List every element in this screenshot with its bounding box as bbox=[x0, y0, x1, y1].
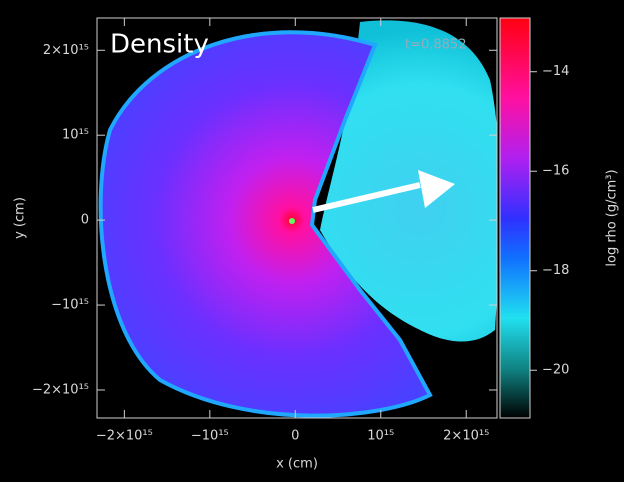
colorbar-tick-label: −16 bbox=[542, 164, 569, 179]
x-tick-label: 0 bbox=[291, 429, 299, 444]
y-tick-label: −2×10¹⁵ bbox=[32, 382, 89, 397]
x-tick-label: 10¹⁵ bbox=[367, 429, 394, 444]
y-tick-label: 2×10¹⁵ bbox=[43, 43, 89, 58]
title: Density bbox=[110, 30, 209, 60]
time-label: t=0.8852 bbox=[405, 38, 466, 53]
y-tick-label: 10¹⁵ bbox=[62, 128, 89, 143]
colorbar-tick-label: −18 bbox=[542, 263, 569, 278]
x-tick-label: 2×10¹⁵ bbox=[443, 429, 489, 444]
x-tick-label: −10¹⁵ bbox=[191, 429, 229, 444]
density-image bbox=[97, 18, 500, 418]
x-tick-label: −2×10¹⁵ bbox=[96, 429, 153, 444]
y-tick-label: −10¹⁵ bbox=[51, 298, 89, 313]
x-axis-label: x (cm) bbox=[276, 457, 318, 472]
colorbar bbox=[500, 18, 530, 418]
y-tick-label: 0 bbox=[81, 213, 89, 228]
colorbar-label: log rho (g/cm³) bbox=[605, 169, 620, 266]
colorbar-tick-label: −20 bbox=[542, 363, 569, 378]
colorbar-tick-label: −14 bbox=[542, 64, 569, 79]
chart: Density t=0.8852 x (cm) y (cm) log rho (… bbox=[0, 0, 624, 482]
y-axis-label: y (cm) bbox=[13, 197, 28, 239]
